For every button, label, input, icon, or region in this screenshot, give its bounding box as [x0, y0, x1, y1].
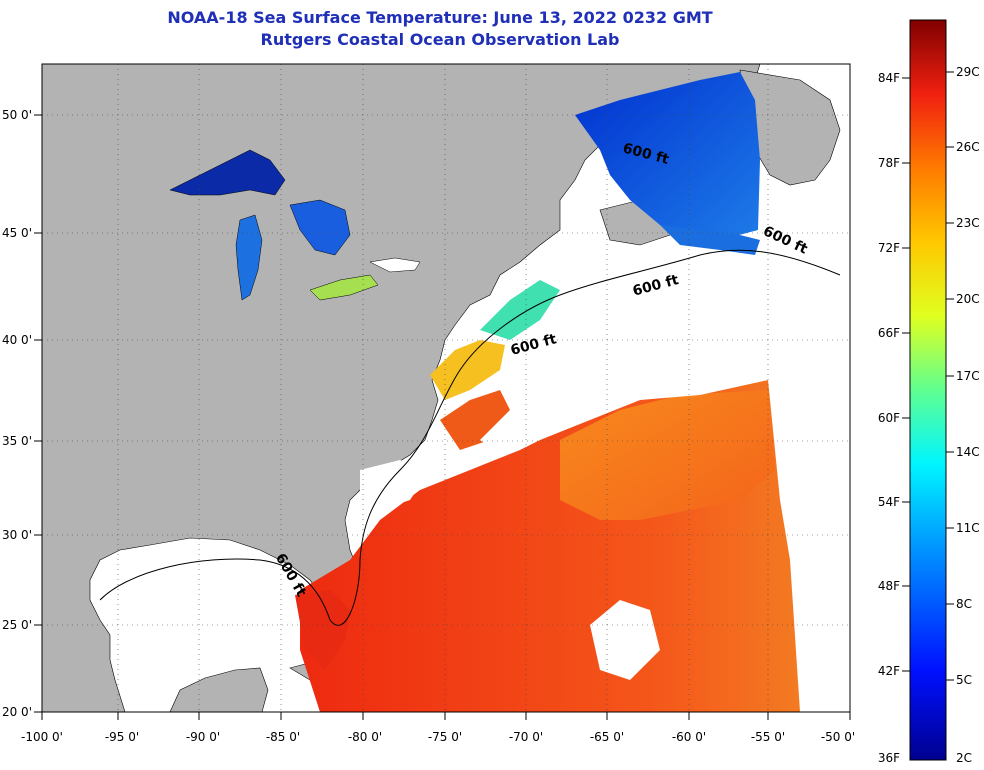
- colorbar-f-label: 42F: [878, 664, 900, 678]
- sst-orange-band: [560, 390, 775, 520]
- lake-huron: [289, 199, 351, 256]
- lat-label: 50 0': [2, 108, 32, 122]
- colorbar-c-label: 29C: [956, 65, 980, 79]
- sst-scotian-shelf: [660, 225, 760, 255]
- colorbar-c-label: 11C: [956, 521, 980, 535]
- map-title: NOAA-18 Sea Surface Temperature: June 13…: [167, 8, 713, 27]
- lon-label: -80 0': [348, 730, 382, 744]
- map-subtitle: Rutgers Coastal Ocean Observation Lab: [260, 30, 620, 49]
- graticule: [42, 64, 850, 712]
- lon-label: -55 0': [751, 730, 785, 744]
- colorbar-f-label: 54F: [878, 495, 900, 509]
- colorbar-f-label: 78F: [878, 156, 900, 170]
- lat-label: 25 0': [2, 618, 32, 632]
- lon-label: -70 0': [509, 730, 543, 744]
- colorbar-c-label: 23C: [956, 216, 980, 230]
- colorbar-c-label: 8C: [956, 597, 972, 611]
- colorbar-gradient: [909, 19, 947, 761]
- colorbar-f-label: 72F: [878, 241, 900, 255]
- sst-florida-west: [295, 590, 350, 670]
- lake-superior: [169, 149, 286, 196]
- sst-newengland: [480, 280, 560, 340]
- lake-erie: [309, 274, 379, 301]
- lake-ontario: [369, 257, 421, 273]
- colorbar-f-label: 36F: [878, 751, 900, 765]
- lake-michigan: [235, 214, 263, 301]
- lon-label: -100 0': [21, 730, 63, 744]
- colorbar: 84F 78F 72F 66F 60F 54F 48F 42F 36F 29C …: [878, 19, 980, 765]
- colorbar-f-label: 48F: [878, 579, 900, 593]
- lon-label: -65 0': [590, 730, 624, 744]
- sst-cold-north: [575, 72, 760, 240]
- lon-label: -90 0': [186, 730, 220, 744]
- lon-label: -95 0': [105, 730, 139, 744]
- colorbar-c-label: 14C: [956, 445, 980, 459]
- lon-label: -85 0': [266, 730, 300, 744]
- colorbar-c-label: 26C: [956, 140, 980, 154]
- lon-label: -50 0': [821, 730, 855, 744]
- land-yucatan: [169, 667, 269, 712]
- colorbar-c-label: 20C: [956, 292, 980, 306]
- colorbar-f-label: 66F: [878, 326, 900, 340]
- lat-label: 20 0': [2, 705, 32, 719]
- lat-label: 30 0': [2, 528, 32, 542]
- cloud-cover-atlantic: [480, 290, 768, 455]
- lat-label: 35 0': [2, 434, 32, 448]
- cloud-cover-south: [360, 460, 430, 510]
- map-area: 600 ft 600 ft 600 ft 600 ft 600 ft: [42, 64, 850, 712]
- colorbar-f-label: 84F: [878, 71, 900, 85]
- latitude-labels: 50 0' 45 0' 40 0' 35 0' 30 0' 25 0' 20 0…: [2, 108, 32, 719]
- depth-contour-600ft: [99, 249, 841, 626]
- lon-label: -60 0': [672, 730, 706, 744]
- colorbar-c-label: 17C: [956, 369, 980, 383]
- sst-midatlantic: [430, 340, 505, 400]
- lat-label: 40 0': [2, 333, 32, 347]
- longitude-labels: -100 0' -95 0' -90 0' -85 0' -80 0' -75 …: [21, 730, 855, 744]
- lon-label: -75 0': [428, 730, 462, 744]
- axis-ticks: [34, 114, 851, 720]
- map-frame: [41, 63, 851, 713]
- colorbar-c-label: 5C: [956, 673, 972, 687]
- cloud-cover-patch: [590, 600, 660, 680]
- colorbar-c-label: 2C: [956, 751, 972, 765]
- colorbar-f-label: 60F: [878, 411, 900, 425]
- lat-label: 45 0': [2, 226, 32, 240]
